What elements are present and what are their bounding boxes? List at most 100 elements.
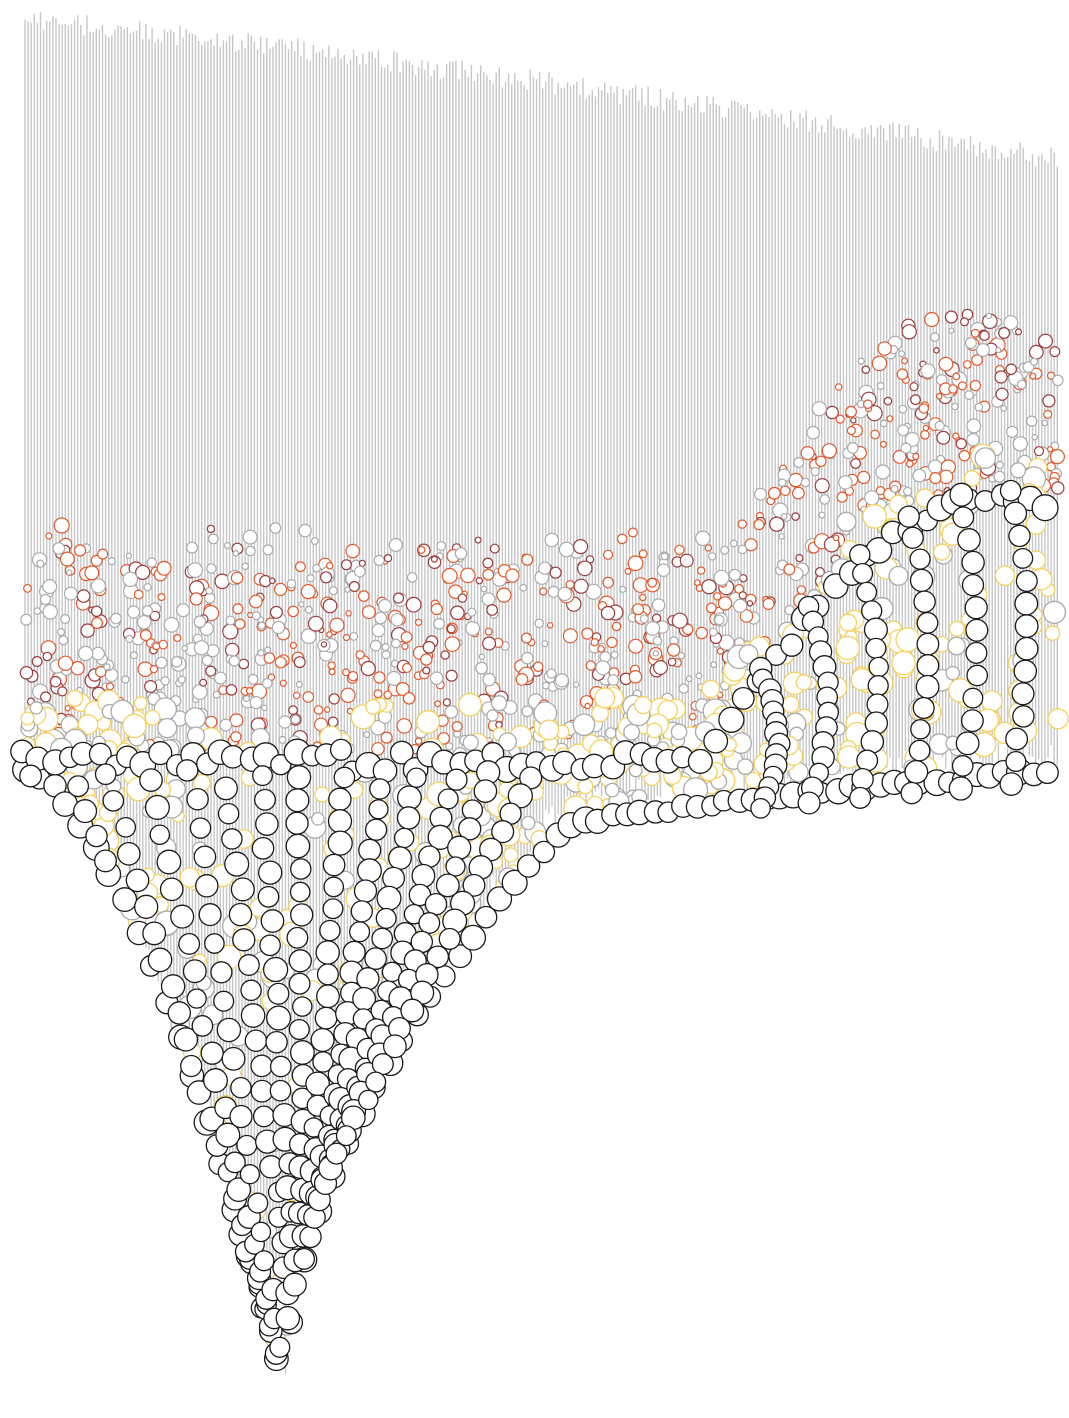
node-circle bbox=[1049, 449, 1066, 465]
node-circle bbox=[149, 824, 171, 845]
node-circle bbox=[780, 513, 788, 520]
node-circle bbox=[251, 611, 261, 621]
node-circle bbox=[228, 655, 240, 667]
node-circle bbox=[754, 487, 768, 501]
node-circle bbox=[836, 491, 848, 503]
node-circle bbox=[460, 924, 487, 951]
node-circle bbox=[442, 698, 451, 707]
node-circle bbox=[1041, 419, 1049, 427]
node-circle bbox=[20, 613, 33, 626]
node-circle bbox=[900, 781, 923, 805]
node-circle bbox=[45, 532, 53, 540]
node-circle bbox=[845, 405, 857, 418]
node-circle bbox=[228, 902, 253, 927]
node-circle bbox=[271, 620, 286, 635]
node-circle bbox=[733, 598, 748, 613]
node-circle bbox=[364, 947, 387, 970]
node-circle bbox=[335, 1125, 357, 1147]
node-circle bbox=[444, 636, 461, 652]
node-circle bbox=[1033, 446, 1045, 457]
node-circle bbox=[215, 1122, 241, 1148]
node-circle bbox=[602, 576, 614, 589]
node-circle bbox=[260, 909, 285, 933]
node-circle bbox=[585, 660, 597, 671]
node-circle bbox=[482, 568, 495, 581]
node-circle bbox=[357, 590, 370, 602]
node-circle bbox=[288, 949, 312, 973]
node-circle bbox=[782, 695, 800, 714]
node-circle bbox=[77, 714, 99, 735]
node-circle bbox=[623, 723, 641, 741]
node-circle bbox=[214, 776, 238, 801]
node-circle bbox=[67, 775, 90, 798]
node-circle bbox=[19, 764, 43, 788]
node-circle bbox=[981, 690, 1003, 712]
node-circle bbox=[80, 623, 95, 638]
node-circle bbox=[839, 613, 858, 632]
node-circle bbox=[91, 646, 105, 661]
node-circle bbox=[868, 656, 889, 678]
node-circle bbox=[447, 835, 472, 860]
node-circle bbox=[437, 788, 459, 810]
node-circle bbox=[370, 719, 386, 736]
node-circle bbox=[948, 384, 958, 394]
node-circle bbox=[957, 381, 968, 391]
node-circle bbox=[60, 613, 71, 624]
node-circle bbox=[358, 559, 366, 567]
node-circle bbox=[288, 705, 299, 716]
node-circle bbox=[358, 1089, 379, 1111]
node-circle bbox=[116, 841, 141, 866]
node-circle bbox=[224, 541, 232, 549]
node-circle bbox=[780, 633, 804, 657]
node-circle bbox=[611, 621, 622, 632]
node-circle bbox=[414, 618, 423, 627]
node-circle bbox=[250, 1079, 274, 1103]
node-circle bbox=[750, 797, 771, 819]
node-circle bbox=[896, 368, 909, 380]
node-circle bbox=[835, 635, 861, 661]
node-circle bbox=[269, 522, 282, 534]
node-circle bbox=[105, 682, 115, 691]
node-circle bbox=[320, 641, 328, 648]
node-circle bbox=[713, 569, 730, 586]
node-circle bbox=[143, 583, 152, 592]
node-circle bbox=[835, 414, 845, 424]
node-circle bbox=[546, 668, 557, 679]
node-circle bbox=[225, 684, 238, 696]
node-circle bbox=[677, 652, 686, 660]
node-circle bbox=[292, 996, 313, 1017]
node-circle bbox=[1003, 501, 1028, 526]
node-circle bbox=[701, 679, 721, 699]
node-circle bbox=[264, 646, 272, 654]
node-circle bbox=[539, 587, 548, 596]
node-circle bbox=[160, 676, 170, 686]
node-circle bbox=[856, 581, 878, 603]
node-circle bbox=[369, 639, 382, 652]
node-circle bbox=[102, 789, 125, 812]
node-circle bbox=[678, 683, 689, 694]
node-circle bbox=[269, 1055, 292, 1078]
node-circle bbox=[363, 731, 371, 739]
node-circle bbox=[704, 544, 713, 552]
node-circle bbox=[85, 824, 108, 848]
node-circle bbox=[186, 726, 206, 745]
node-circle bbox=[328, 693, 340, 705]
node-circle bbox=[933, 346, 940, 354]
node-circle bbox=[195, 874, 219, 898]
node-circle bbox=[947, 636, 966, 656]
node-circle bbox=[157, 592, 166, 601]
nodes-layer bbox=[10, 308, 1069, 1372]
node-circle bbox=[249, 695, 263, 710]
node-circle bbox=[401, 642, 409, 650]
node-circle bbox=[604, 782, 620, 798]
node-circle bbox=[53, 517, 70, 534]
node-circle bbox=[912, 468, 927, 483]
node-circle bbox=[963, 470, 981, 487]
node-circle bbox=[141, 605, 153, 617]
node-circle bbox=[538, 561, 552, 575]
node-circle bbox=[386, 670, 402, 687]
node-circle bbox=[290, 858, 312, 880]
node-circle bbox=[344, 586, 351, 593]
node-circle bbox=[378, 598, 393, 613]
node-circle bbox=[557, 586, 573, 602]
